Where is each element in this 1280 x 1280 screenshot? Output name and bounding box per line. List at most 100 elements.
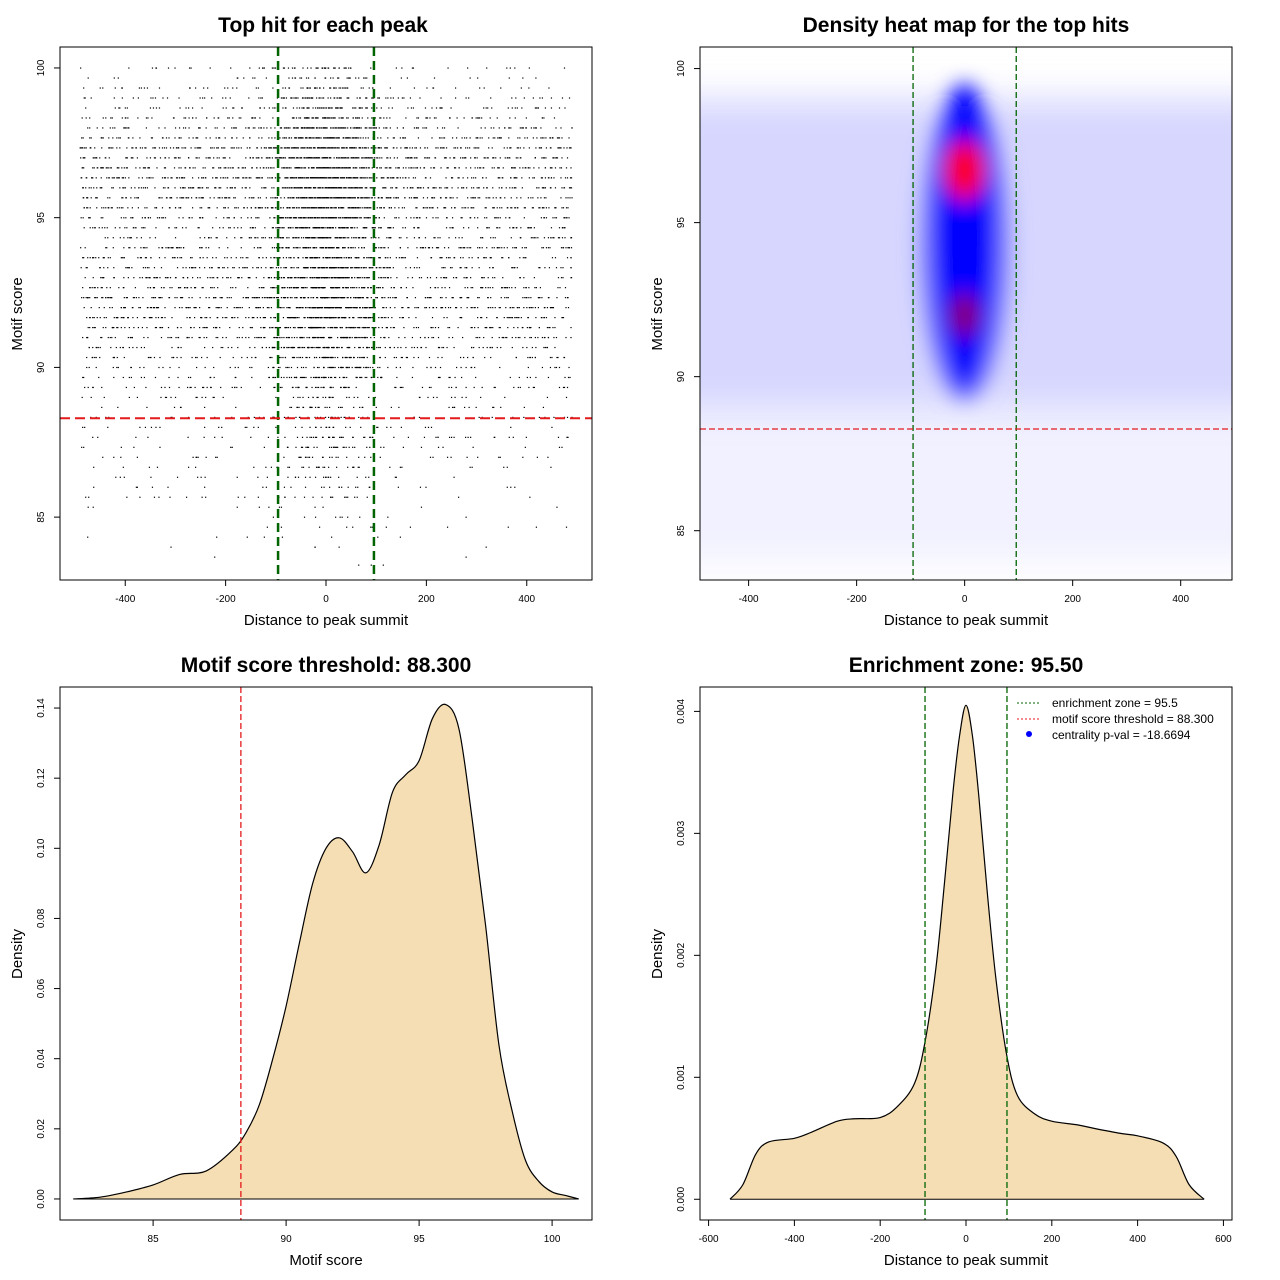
scatter-point: [165, 147, 168, 149]
scatter-point: [126, 267, 128, 269]
scatter-point: [332, 247, 334, 249]
scatter-point: [441, 267, 443, 269]
scatter-point: [449, 117, 451, 119]
scatter-point: [520, 227, 522, 229]
scatter-point: [251, 326, 253, 329]
scatter-point: [240, 217, 242, 219]
scatter-point: [435, 217, 437, 219]
scatter-point: [471, 307, 473, 309]
scatter-point: [416, 207, 418, 209]
scatter-point: [474, 167, 476, 169]
scatter-point: [105, 316, 107, 319]
scatter-point: [314, 326, 316, 329]
scatter-point: [530, 307, 532, 309]
scatter-point: [135, 167, 137, 169]
scatter-point: [198, 187, 200, 189]
scatter-point: [538, 207, 540, 209]
scatter-point: [348, 207, 350, 209]
scatter-point: [296, 267, 298, 269]
scatter-point: [514, 247, 516, 249]
scatter-point: [162, 366, 164, 369]
scatter-point: [161, 297, 163, 299]
scatter-point: [529, 326, 531, 329]
scatter-point: [306, 287, 308, 289]
scatter-point: [561, 227, 564, 229]
scatter-point: [160, 336, 163, 339]
scatter-point: [250, 436, 252, 438]
scatter-point: [299, 456, 301, 458]
scatter-point: [318, 267, 321, 269]
scatter-point: [423, 436, 426, 438]
scatter-point: [204, 406, 206, 409]
scatter-point: [424, 127, 426, 129]
panel-scatter: Top hit for each peak -400 -200 0 200 400 85…: [9, 14, 593, 629]
scatter-point: [547, 297, 550, 299]
scatter-point: [289, 346, 291, 349]
scatter-point: [206, 117, 208, 119]
scatter-point: [437, 436, 439, 438]
scatter-point: [525, 287, 527, 289]
scatter-point: [362, 277, 364, 279]
scatter-point: [387, 366, 389, 369]
scatter-point: [201, 177, 203, 179]
scatter-point: [371, 117, 373, 119]
scatter-point: [570, 326, 572, 329]
scatter-point: [542, 157, 545, 159]
scatter-point: [205, 297, 207, 299]
scatter-point: [223, 167, 225, 169]
scatter-point: [179, 287, 182, 289]
scatter-point: [329, 237, 331, 239]
scatter-point: [235, 257, 237, 259]
scatter-point: [146, 207, 148, 209]
scatter-point: [413, 127, 416, 129]
scatter-point: [295, 446, 297, 448]
scatter-point: [375, 297, 377, 299]
scatter-point: [566, 436, 568, 438]
scatter-point: [135, 436, 137, 438]
scatter-point: [391, 187, 393, 189]
scatter-point: [258, 177, 260, 179]
scatter-point: [486, 227, 488, 229]
scatter-point: [290, 287, 293, 289]
scatter-point: [433, 187, 436, 189]
scatter-point: [306, 227, 308, 229]
scatter-point: [161, 147, 164, 149]
scatter-point: [229, 97, 231, 99]
scatter-point: [88, 346, 90, 349]
scatter-point: [108, 177, 110, 179]
scatter-point: [415, 326, 418, 329]
scatter-point: [477, 336, 479, 339]
scatter-point: [354, 247, 356, 249]
scatter-point: [387, 227, 389, 229]
scatter-point: [515, 316, 517, 319]
scatter-point: [102, 117, 104, 119]
scatter-point: [568, 147, 571, 149]
scatter-point: [524, 446, 526, 448]
scatter-point: [283, 97, 286, 99]
scatter-point: [225, 336, 227, 339]
scatter-point: [395, 167, 397, 169]
scatter-point: [322, 346, 324, 349]
scatter-point: [119, 227, 121, 229]
scatter-point: [272, 227, 275, 229]
scatter-point: [475, 336, 477, 339]
scatter-point: [547, 247, 550, 249]
scatter-point: [197, 227, 199, 229]
scatter-point: [535, 287, 537, 289]
scatter-point: [422, 127, 424, 129]
scatter-point: [257, 197, 259, 199]
scatter-point: [181, 307, 183, 309]
scatter-point: [218, 426, 220, 428]
scatter-point: [216, 157, 218, 159]
scatter-point: [337, 267, 339, 269]
scatter-point: [427, 426, 430, 428]
scatter-point: [471, 187, 473, 189]
scatter-point: [106, 167, 108, 169]
scatter-point: [83, 307, 85, 309]
scatter-point: [291, 267, 293, 269]
scatter-point: [251, 366, 253, 369]
scatter-point: [499, 217, 501, 219]
scatter-point: [537, 336, 539, 339]
scatter-point: [424, 336, 426, 339]
scatter-point: [443, 316, 445, 319]
